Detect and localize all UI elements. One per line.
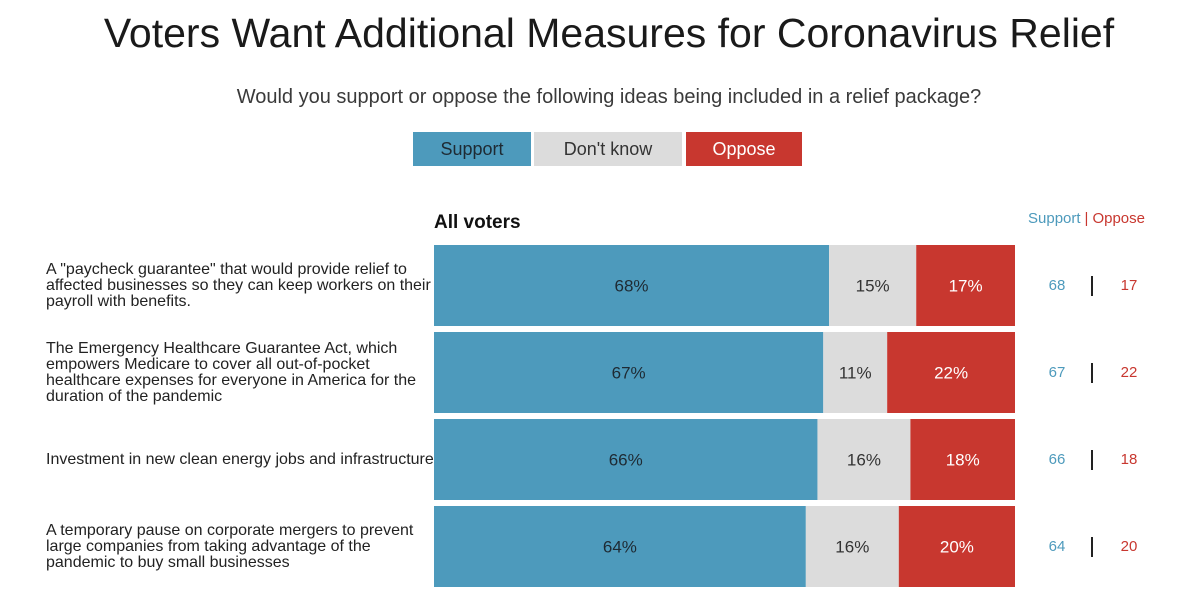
category-label-1: A "paycheck guarantee" that would provid… [46, 260, 431, 310]
bar-oppose-1 [916, 245, 1015, 326]
data-label-dont-know-4: 16% [835, 538, 869, 557]
data-label-oppose-2: 22% [934, 364, 968, 383]
data-label-oppose-3: 18% [946, 451, 980, 470]
net-header-separator: | [1084, 210, 1089, 227]
data-label-oppose-4: 20% [940, 538, 974, 557]
net-oppose-value-3: 18 [1120, 450, 1138, 468]
data-label-support-2: 67% [612, 364, 646, 383]
bar-support-3 [434, 419, 818, 500]
net-divider-3 [1091, 449, 1093, 470]
bar-oppose-2 [887, 332, 1015, 413]
data-label-support-3: 66% [609, 451, 643, 470]
bar-oppose-4 [898, 506, 1015, 587]
net-header-support: Support [1028, 210, 1081, 227]
data-label-support-1: 68% [615, 277, 649, 296]
data-label-support-4: 64% [603, 538, 637, 557]
legend-support: Support [413, 132, 531, 166]
net-support-value-3: 66 [1048, 450, 1066, 468]
bar-dont-know-4 [805, 506, 899, 587]
data-label-dont-know-1: 15% [856, 277, 890, 296]
bar-support-1 [434, 245, 830, 326]
bar-support-4 [434, 506, 806, 587]
bar-dont-know-3 [817, 419, 911, 500]
category-label-3: Investment in new clean energy jobs and … [46, 450, 434, 468]
section-title: All voters [434, 212, 521, 233]
net-divider-1 [1091, 275, 1093, 296]
chart-title: Voters Want Additional Measures for Coro… [103, 10, 1115, 56]
data-label-oppose-1: 17% [949, 277, 983, 296]
net-oppose-value-4: 20 [1120, 537, 1138, 555]
net-support-value-1: 68 [1048, 276, 1066, 294]
bar-support-2 [434, 332, 824, 413]
legend-oppose: Oppose [686, 132, 802, 166]
data-label-dont-know-3: 16% [847, 451, 881, 470]
legend-dont-know: Don't know [534, 132, 682, 166]
category-label-4: A temporary pause on corporate mergers t… [46, 521, 414, 571]
category-label-2: The Emergency Healthcare Guarantee Act, … [46, 339, 416, 405]
chart-subtitle: Would you support or oppose the followin… [236, 86, 982, 108]
bar-dont-know-2 [823, 332, 888, 413]
legend: Support Don't know Oppose [413, 132, 802, 166]
net-oppose-value-1: 17 [1120, 276, 1138, 294]
net-divider-4 [1091, 536, 1093, 557]
net-header-oppose: Oppose [1092, 210, 1145, 227]
bar-dont-know-1 [829, 245, 917, 326]
bar-oppose-3 [910, 419, 1015, 500]
net-divider-2 [1091, 362, 1093, 383]
net-support-value-4: 64 [1048, 537, 1066, 555]
net-header: Support | Oppose [1028, 210, 1145, 227]
net-oppose-value-2: 22 [1120, 363, 1138, 381]
net-support-value-2: 67 [1048, 363, 1066, 381]
data-label-dont-know-2: 11% [839, 364, 872, 383]
